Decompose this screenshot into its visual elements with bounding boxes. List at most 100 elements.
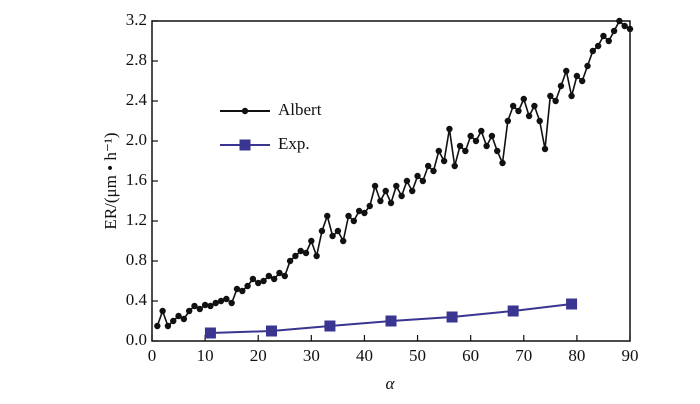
data-point <box>204 327 216 339</box>
data-point <box>621 22 628 30</box>
data-point <box>366 202 373 210</box>
data-point <box>233 285 241 293</box>
data-point <box>308 237 315 245</box>
data-point <box>201 301 209 309</box>
x-tick-label: 20 <box>250 346 267 365</box>
data-point <box>566 298 578 310</box>
data-point <box>589 47 597 55</box>
data-point <box>318 227 326 235</box>
data-point <box>472 137 480 145</box>
data-point <box>212 299 219 307</box>
data-point <box>531 102 538 110</box>
data-point <box>573 72 581 80</box>
y-tick-label: 0.0 <box>126 330 147 349</box>
data-point <box>568 92 575 100</box>
data-point <box>297 247 304 255</box>
y-axis-label: ER/(μm • h⁻¹) <box>101 132 120 229</box>
data-point <box>504 117 512 125</box>
x-tick-label: 60 <box>462 346 479 365</box>
data-point <box>525 112 533 120</box>
data-point <box>239 287 246 295</box>
data-point <box>371 182 379 190</box>
data-point <box>467 132 474 140</box>
data-point <box>196 305 203 313</box>
data-point <box>345 212 352 220</box>
y-tick-label: 2.4 <box>126 90 148 109</box>
legend-label: Exp. <box>278 134 310 153</box>
data-point <box>159 307 166 315</box>
data-point <box>244 282 251 290</box>
data-point <box>435 147 442 155</box>
data-point <box>302 249 310 257</box>
data-point <box>249 275 257 283</box>
data-point <box>579 77 586 85</box>
y-tick-label: 1.2 <box>126 210 147 229</box>
x-tick-label: 80 <box>568 346 585 365</box>
data-point <box>329 232 336 240</box>
data-point <box>382 187 389 195</box>
data-point <box>175 312 182 320</box>
legend-marker <box>241 107 249 115</box>
data-point <box>541 145 549 153</box>
data-point <box>600 32 607 40</box>
data-point <box>377 197 384 205</box>
data-point <box>414 172 421 180</box>
data-point <box>281 272 288 280</box>
x-tick-label: 50 <box>409 346 426 365</box>
x-tick-label: 30 <box>303 346 320 365</box>
data-point <box>507 305 519 317</box>
data-point <box>610 27 618 35</box>
data-point <box>616 17 623 25</box>
data-point <box>536 117 543 125</box>
data-point <box>424 162 432 170</box>
data-point <box>451 162 458 170</box>
data-point <box>462 147 469 155</box>
x-tick-label: 40 <box>356 346 373 365</box>
data-point <box>446 125 453 133</box>
y-tick-label: 2.8 <box>126 50 147 69</box>
data-point <box>340 237 347 245</box>
data-point <box>488 132 496 140</box>
x-tick-label: 10 <box>197 346 214 365</box>
data-point <box>185 307 193 315</box>
legend-label: Albert <box>278 100 322 119</box>
data-point <box>520 95 527 103</box>
data-point <box>292 252 299 260</box>
data-point <box>154 322 161 330</box>
x-tick-label: 90 <box>622 346 639 365</box>
data-point <box>409 187 416 195</box>
data-point <box>385 315 397 327</box>
data-point <box>605 37 612 45</box>
data-point <box>552 97 559 105</box>
data-point <box>456 142 464 150</box>
data-point <box>207 302 214 310</box>
data-point <box>355 207 363 215</box>
data-point <box>260 277 267 285</box>
data-point <box>515 107 522 115</box>
data-point <box>180 315 188 323</box>
data-point <box>164 322 172 330</box>
data-point <box>170 317 177 325</box>
data-point <box>387 199 395 207</box>
data-point <box>361 209 368 217</box>
data-point <box>191 302 198 310</box>
x-tick-label: 70 <box>515 346 532 365</box>
data-point <box>440 157 448 165</box>
y-tick-label: 0.8 <box>126 250 147 269</box>
data-point <box>265 272 273 280</box>
data-point <box>446 311 458 323</box>
data-point <box>494 147 501 155</box>
data-point <box>419 177 427 185</box>
data-point <box>350 217 358 225</box>
x-axis-label: α <box>386 374 396 393</box>
x-tick-label: 0 <box>148 346 157 365</box>
y-tick-label: 2.0 <box>126 130 147 149</box>
data-point <box>313 252 320 260</box>
y-tick-label: 3.2 <box>126 10 147 29</box>
data-point <box>557 82 565 90</box>
data-point <box>584 62 591 70</box>
data-point <box>430 167 437 175</box>
data-point <box>324 320 336 332</box>
data-point <box>563 67 570 75</box>
